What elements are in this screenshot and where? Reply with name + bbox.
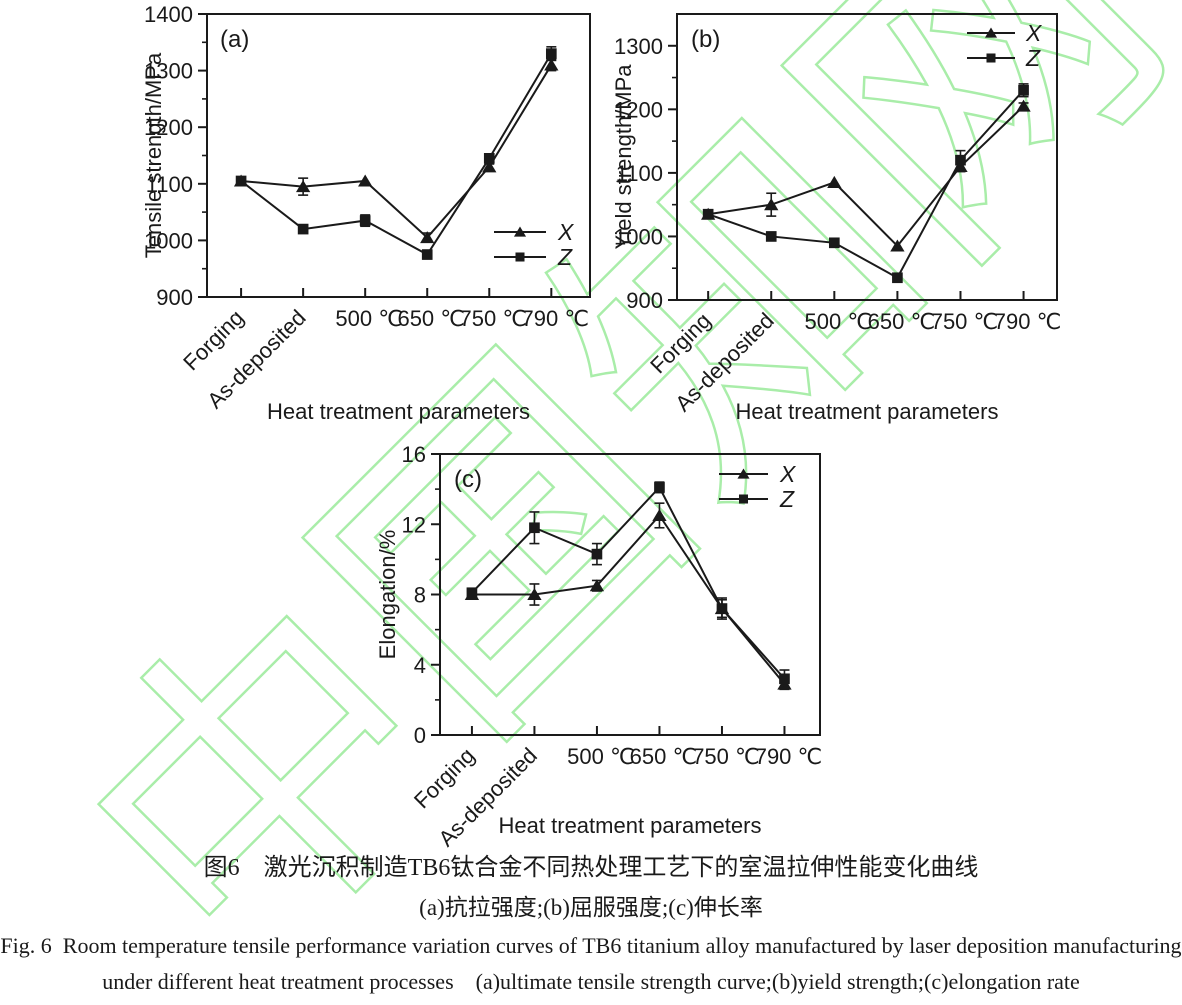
- caption-chinese-subtitle: (a)抗拉强度;(b)屈服强度;(c)伸长率: [419, 895, 763, 920]
- svg-text:790 ℃: 790 ℃: [522, 306, 590, 331]
- svg-text:750 ℃: 750 ℃: [460, 306, 528, 331]
- svg-text:1000: 1000: [144, 228, 193, 253]
- svg-text:X: X: [557, 219, 575, 245]
- svg-text:12: 12: [402, 512, 426, 537]
- svg-text:Z: Z: [1025, 45, 1041, 71]
- svg-text:650 ℃: 650 ℃: [868, 309, 936, 334]
- svg-text:500 ℃: 500 ℃: [335, 306, 403, 331]
- y-axis-title-b: Yield strength/MPa: [611, 64, 636, 250]
- y-axis-c: 0 4 8 12 16: [402, 442, 440, 748]
- figure-caption: 图6 激光沉积制造TB6钛合金不同热处理工艺下的室温拉伸性能变化曲线 (a)抗拉…: [0, 848, 1182, 1000]
- series-Z-a: [235, 46, 557, 260]
- series-Z-b: [702, 83, 1029, 284]
- legend-b: XZ: [967, 20, 1043, 71]
- legend-c: XZ: [719, 461, 797, 512]
- series-Z-c: [466, 481, 790, 689]
- y-axis-title-c: Elongation/%: [375, 530, 400, 660]
- svg-text:1100: 1100: [146, 172, 193, 197]
- y-axis-a: 900 1000 1100 1200 1300 1400: [144, 2, 207, 310]
- y-axis-title-a: Tensile strength/MPa: [141, 52, 166, 258]
- caption-english-title: Fig. 6 Room temperature tensile performa…: [0, 933, 1182, 958]
- panel-label-a: (a): [220, 26, 249, 53]
- svg-text:X: X: [1025, 20, 1043, 46]
- y-axis-b: 900 1000 1100 1200 1300: [614, 34, 677, 313]
- x-axis-title-a: Heat treatment parameters: [267, 399, 530, 424]
- charts-canvas: 900 1000 1100 1200 1300 1400 ForgingAs-deposit…: [141, 2, 1061, 848]
- svg-text:900: 900: [626, 288, 663, 313]
- svg-text:8: 8: [414, 583, 426, 608]
- x-axis-title-c: Heat treatment parameters: [499, 813, 762, 838]
- x-axis-title-b: Heat treatment parameters: [736, 399, 999, 424]
- svg-text:0: 0: [414, 723, 426, 748]
- svg-text:4: 4: [414, 653, 426, 678]
- svg-text:900: 900: [156, 285, 193, 310]
- svg-text:1000: 1000: [614, 224, 663, 249]
- chart-panel-a: 900 1000 1100 1200 1300 1400 ForgingAs-deposit…: [141, 2, 591, 424]
- series-X-a: [233, 58, 559, 244]
- svg-text:500 ℃: 500 ℃: [567, 744, 635, 769]
- svg-text:650 ℃: 650 ℃: [397, 306, 465, 331]
- plot-frame-b: [676, 13, 1058, 301]
- svg-text:1100: 1100: [616, 161, 663, 186]
- svg-text:500 ℃: 500 ℃: [805, 309, 873, 334]
- svg-text:650 ℃: 650 ℃: [630, 744, 698, 769]
- series-X-c: [464, 502, 792, 691]
- svg-text:1200: 1200: [144, 115, 193, 140]
- svg-text:X: X: [779, 461, 797, 487]
- plot-frame-a: [206, 13, 591, 298]
- caption-chinese-title: 图6 激光沉积制造TB6钛合金不同热处理工艺下的室温拉伸性能变化曲线: [203, 855, 979, 881]
- svg-text:1300: 1300: [144, 59, 193, 84]
- svg-text:790 ℃: 790 ℃: [994, 309, 1062, 334]
- svg-text:16: 16: [402, 442, 426, 467]
- svg-text:1200: 1200: [614, 97, 663, 122]
- svg-text:Z: Z: [557, 244, 573, 270]
- legend-a: XZ: [494, 219, 575, 270]
- svg-text:1300: 1300: [614, 34, 663, 59]
- svg-text:750 ℃: 750 ℃: [692, 744, 760, 769]
- svg-text:750 ℃: 750 ℃: [931, 309, 999, 334]
- svg-text:1400: 1400: [144, 2, 193, 27]
- svg-text:Z: Z: [779, 486, 795, 512]
- caption-english-subtitle: under different heat treatment processes…: [102, 969, 1080, 994]
- panel-label-c: (c): [454, 466, 482, 493]
- svg-text:790 ℃: 790 ℃: [755, 744, 823, 769]
- panel-label-b: (b): [691, 26, 720, 53]
